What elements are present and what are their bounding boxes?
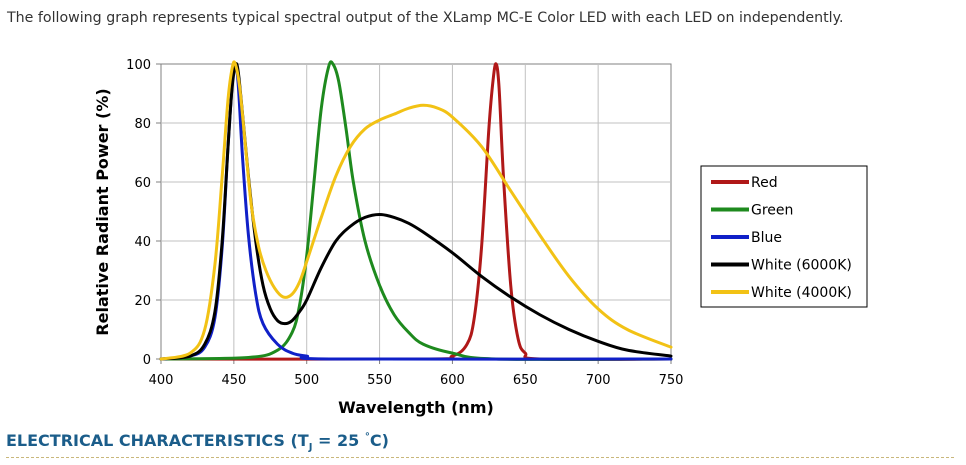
legend-label: Red bbox=[751, 175, 778, 191]
x-tick-label: 550 bbox=[367, 373, 392, 388]
legend: Red Green Blue White (6000K) White (4000K) bbox=[700, 165, 868, 308]
y-tick-label: 60 bbox=[134, 176, 151, 191]
series-line-1 bbox=[159, 60, 673, 361]
x-tick-label: 600 bbox=[440, 373, 465, 388]
x-tick-label: 450 bbox=[221, 373, 246, 388]
section-divider bbox=[6, 457, 954, 458]
intro-text: The following graph represents typical s… bbox=[7, 10, 844, 26]
y-tick-label: 20 bbox=[134, 294, 151, 309]
legend-label: Blue bbox=[751, 230, 782, 246]
x-tick-label: 650 bbox=[513, 373, 538, 388]
x-axis-label: Wavelength (nm) bbox=[338, 398, 494, 417]
x-tick-label: 750 bbox=[659, 373, 684, 388]
heading-subscript: J bbox=[308, 442, 313, 454]
series-line-3 bbox=[159, 62, 673, 361]
legend-label: White (6000K) bbox=[751, 258, 852, 274]
heading-prefix: ELECTRICAL CHARACTERISTICS (T bbox=[6, 431, 309, 450]
plot-area bbox=[160, 63, 672, 360]
legend-label: White (4000K) bbox=[751, 285, 852, 301]
heading-suffix: C) bbox=[369, 431, 389, 450]
x-tick-label: 700 bbox=[586, 373, 611, 388]
x-tick-label: 500 bbox=[294, 373, 319, 388]
series-lines bbox=[159, 60, 673, 361]
spectral-chart: 400 450 500 550 600 650 700 750 0 20 40 60 80 100 Wav… bbox=[93, 58, 868, 417]
x-tick-label: 400 bbox=[149, 373, 174, 388]
tick-labels: 400 450 500 550 600 650 700 750 0 20 40 60 80 100 bbox=[126, 58, 683, 388]
heading-middle: = 25 bbox=[312, 431, 365, 450]
y-tick-label: 40 bbox=[134, 235, 151, 250]
series-line-4 bbox=[159, 60, 673, 361]
series-line-0 bbox=[159, 62, 673, 361]
section-heading: ELECTRICAL CHARACTERISTICS (TJ = 25 °C) bbox=[6, 431, 389, 453]
y-axis-label: Relative Radiant Power (%) bbox=[93, 88, 112, 335]
y-tick-label: 100 bbox=[126, 58, 151, 73]
heading-degree: ° bbox=[364, 431, 370, 443]
y-tick-label: 0 bbox=[143, 353, 151, 368]
legend-label: Green bbox=[751, 203, 793, 219]
y-tick-label: 80 bbox=[134, 117, 151, 132]
